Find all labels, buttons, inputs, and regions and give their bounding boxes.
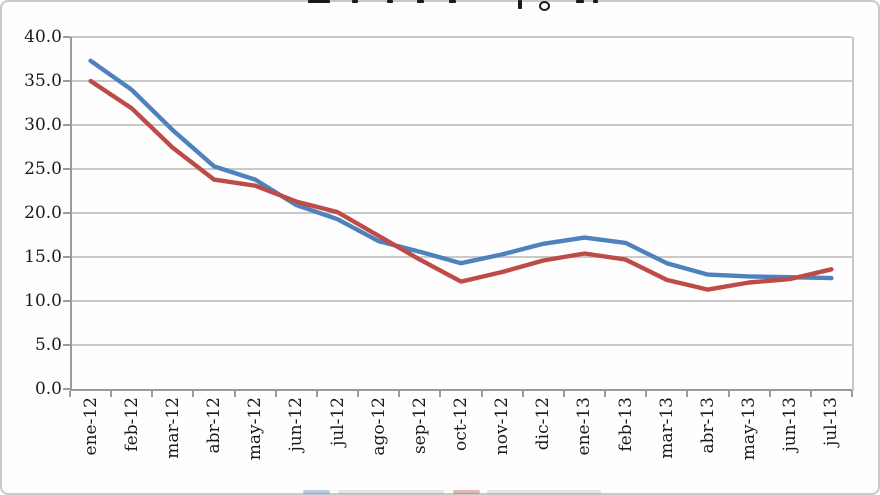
gridline [70,256,852,258]
title-fragment [352,0,358,3]
x-axis-tick [809,391,812,397]
gridline [70,300,852,302]
gridline [70,124,852,126]
y-axis-tick [63,300,70,302]
x-axis-tick [274,391,277,397]
plot-right-border [852,37,854,391]
legend-marker-blue [303,490,330,494]
y-axis-tick [63,168,70,170]
y-axis-tick-label: 20.0 [24,203,62,223]
x-axis-tick [110,391,113,397]
x-axis-tick [192,391,195,397]
y-axis-tick-label: 30.0 [24,115,62,135]
x-axis-tick [398,391,401,397]
y-axis-tick [63,256,70,258]
title-fragment [417,0,424,3]
x-axis-tick [727,391,730,397]
y-axis-tick [63,388,70,390]
y-axis-line [70,37,72,391]
gridline [70,36,852,38]
y-axis-tick [63,344,70,346]
y-axis-tick [63,36,70,38]
x-axis-tick [439,391,442,397]
x-axis-tick [315,391,318,397]
x-axis-tick [233,391,236,397]
x-axis-tick [69,391,71,397]
x-axis-tick [645,391,648,397]
title-fragment [593,0,598,3]
gridline [70,168,852,170]
series-line-serie-azul [88,58,834,281]
y-axis-tick-label: 35.0 [24,71,62,91]
legend-label-fragment [487,490,601,494]
x-axis-tick [151,391,154,397]
series-line-serie-roja [88,78,834,292]
y-axis-tick-label: 0.0 [34,379,62,399]
x-axis-tick [562,391,565,397]
x-axis-tick [604,391,607,397]
title-fragment [387,0,393,3]
gridline [70,212,852,214]
y-axis-tick-label: 25.0 [24,159,62,179]
y-axis-tick-label: 10.0 [24,291,62,311]
title-fragment-descender-g [539,1,550,11]
legend-label-fragment [338,490,444,494]
y-axis-tick-label: 40.0 [24,27,62,47]
gridline [70,344,852,346]
y-axis-tick [63,212,70,214]
x-axis-tick [521,391,524,397]
x-axis-tick [686,391,689,397]
title-fragment [308,0,330,3]
x-axis-tick [768,391,771,397]
x-axis-line [70,389,854,391]
y-axis-tick [63,80,70,82]
x-axis-tick [357,391,360,397]
gridline [70,80,852,82]
y-axis-tick [63,124,70,126]
y-axis-tick-label: 15.0 [24,247,62,267]
legend-marker-red [453,490,480,494]
x-axis-tick [851,391,853,397]
title-fragment [576,0,584,3]
x-axis-tick [480,391,483,397]
title-fragment [449,0,456,3]
y-axis-tick-label: 5.0 [34,335,62,355]
title-fragment-descender-p [518,0,522,9]
